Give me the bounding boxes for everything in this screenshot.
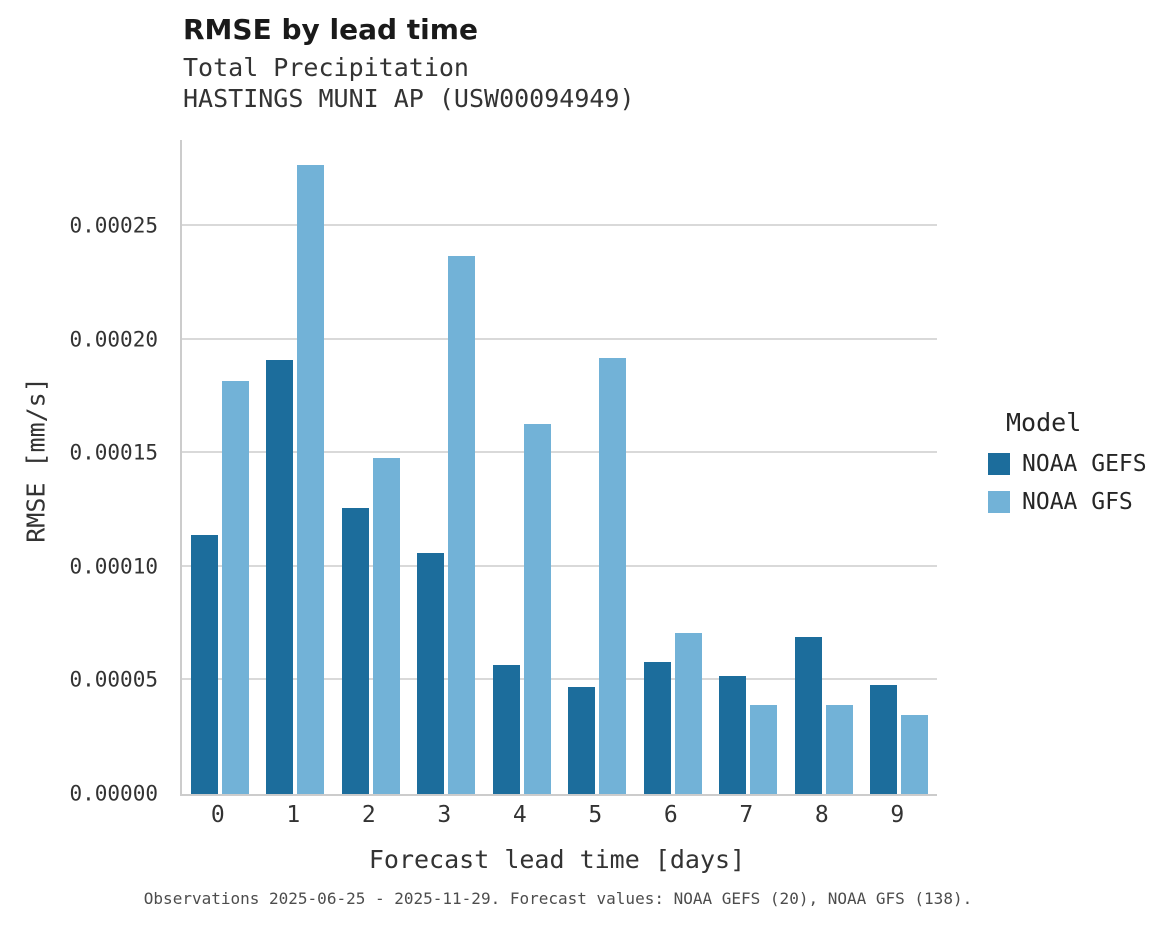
legend-entries: NOAA GEFS NOAA GFS <box>988 451 1147 515</box>
bar-noaa-gefs-day-4 <box>492 664 520 794</box>
bar-group-day-0 <box>182 140 258 794</box>
bar-group-day-3 <box>409 140 485 794</box>
bar-noaa-gfs-day-8 <box>825 705 853 794</box>
legend-swatch-noaa-gfs <box>988 491 1010 513</box>
x-tick-label: 2 <box>361 802 376 828</box>
bar-noaa-gfs-day-2 <box>372 457 400 794</box>
y-tick-label: 0.00005 <box>69 667 158 692</box>
bar-noaa-gfs-day-6 <box>674 632 702 794</box>
y-axis-tick-labels: 0.00000 0.00005 0.00010 0.00015 0.00020 0.000… <box>0 140 166 804</box>
chart-title: RMSE by lead time <box>183 13 478 46</box>
legend-entry-noaa-gfs: NOAA GFS <box>988 489 1147 515</box>
plot-area <box>180 140 937 796</box>
x-tick-label: 5 <box>588 802 603 828</box>
bar-group-day-4 <box>484 140 560 794</box>
legend-title: Model <box>1006 408 1082 437</box>
bar-noaa-gefs-day-9 <box>870 685 898 794</box>
bar-group-day-8 <box>786 140 862 794</box>
bar-noaa-gfs-day-7 <box>750 705 778 794</box>
x-tick-label: 3 <box>437 802 452 828</box>
gridline <box>182 224 937 227</box>
gridline <box>182 451 937 454</box>
bar-group-day-7 <box>711 140 787 794</box>
bar-noaa-gfs-day-3 <box>448 255 476 794</box>
bar-noaa-gfs-day-1 <box>297 164 325 794</box>
legend: Model NOAA GEFS NOAA GFS <box>988 408 1147 527</box>
bar-noaa-gfs-day-5 <box>599 358 627 794</box>
y-tick-label: 0.00015 <box>69 440 158 465</box>
legend-label-noaa-gefs: NOAA GEFS <box>1022 451 1147 477</box>
gridlines <box>182 140 937 794</box>
bar-groups <box>182 140 937 794</box>
gridline <box>182 337 937 340</box>
bar-noaa-gefs-day-7 <box>719 675 747 794</box>
bar-group-day-6 <box>635 140 711 794</box>
x-tick-label: 8 <box>814 802 829 828</box>
x-axis-label: Forecast lead time [days] <box>368 845 746 874</box>
bar-noaa-gefs-day-2 <box>341 507 369 794</box>
y-tick-label: 0.00025 <box>69 213 158 238</box>
x-axis-tick-labels: 0 1 2 3 4 5 6 7 8 9 <box>180 802 935 828</box>
y-tick-label: 0.00000 <box>69 781 158 806</box>
bar-noaa-gefs-day-1 <box>266 360 294 794</box>
chart-subtitle-variable: Total Precipitation <box>183 53 469 82</box>
x-tick-label: 4 <box>512 802 527 828</box>
bar-noaa-gfs-day-4 <box>523 423 551 794</box>
chart-header: RMSE by lead time Total Precipitation HA… <box>183 14 635 114</box>
legend-label-noaa-gfs: NOAA GFS <box>1022 489 1133 515</box>
x-tick-label: 0 <box>210 802 225 828</box>
y-tick-label: 0.00010 <box>69 554 158 579</box>
chart-subtitle-station: HASTINGS MUNI AP (USW00094949) <box>183 84 635 113</box>
x-tick-label: 6 <box>663 802 678 828</box>
bar-noaa-gefs-day-6 <box>643 662 671 794</box>
bar-group-day-5 <box>560 140 636 794</box>
legend-entry-noaa-gefs: NOAA GEFS <box>988 451 1147 477</box>
bar-group-day-9 <box>862 140 938 794</box>
gridline <box>182 564 937 567</box>
bar-noaa-gefs-day-8 <box>794 637 822 794</box>
bar-group-day-1 <box>258 140 334 794</box>
bar-noaa-gefs-day-5 <box>568 687 596 794</box>
legend-swatch-noaa-gefs <box>988 453 1010 475</box>
gridline <box>182 678 937 681</box>
x-tick-label: 1 <box>286 802 301 828</box>
footer-caption: Observations 2025-06-25 - 2025-11-29. Fo… <box>143 889 973 908</box>
bar-group-day-2 <box>333 140 409 794</box>
x-tick-label: 7 <box>739 802 754 828</box>
y-tick-label: 0.00020 <box>69 327 158 352</box>
bar-noaa-gefs-day-3 <box>417 553 445 794</box>
bar-noaa-gefs-day-0 <box>190 535 218 794</box>
bar-noaa-gfs-day-9 <box>901 714 929 794</box>
x-tick-label: 9 <box>890 802 905 828</box>
bar-noaa-gfs-day-0 <box>221 380 249 794</box>
